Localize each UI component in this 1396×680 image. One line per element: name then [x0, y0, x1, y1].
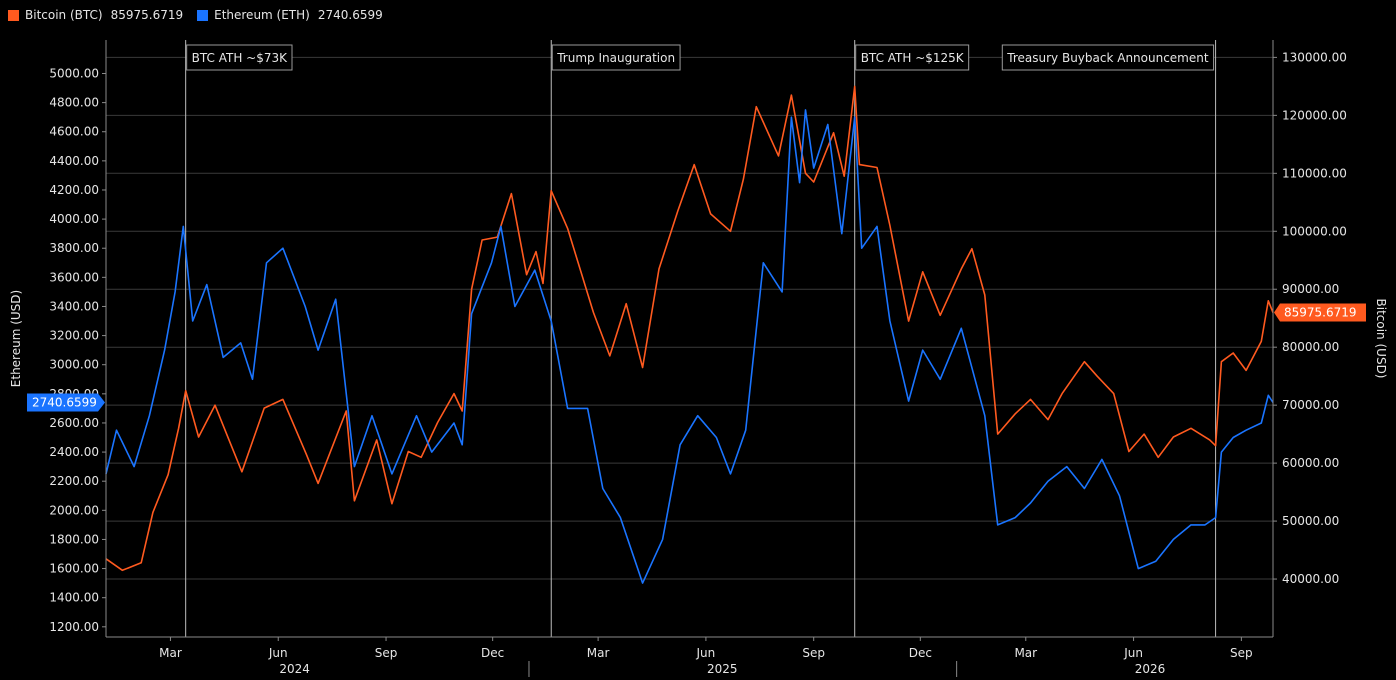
- axis-labels: 1200.00 1400.00 1600.00 1800.00 2000.00 2200.…: [9, 50, 1388, 676]
- left-tick-label: 1800.00: [49, 532, 99, 546]
- left-tick-label: 4000.00: [49, 212, 99, 226]
- legend-btc-value: 85975.6719: [110, 8, 184, 22]
- right-tick-label: 40000.00: [1282, 572, 1339, 586]
- eth-last-value-badge: 2740.6599: [27, 393, 105, 412]
- eth-swatch-icon: [197, 9, 209, 21]
- x-month-label: Sep: [1230, 646, 1253, 660]
- eth-badge-shape: [27, 393, 105, 412]
- event-label: Treasury Buyback Announcement: [1001, 44, 1215, 71]
- event-label-text: Treasury Buyback Announcement: [1006, 51, 1209, 65]
- left-tick-label: 1600.00: [49, 562, 99, 576]
- left-tick-label: 2000.00: [49, 503, 99, 517]
- left-tick-label: 4800.00: [49, 96, 99, 110]
- event-label-box: [855, 44, 970, 71]
- x-month-label: Dec: [481, 646, 504, 660]
- right-axis-title: Bitcoin (USD): [1374, 299, 1388, 379]
- x-year-label: 2025: [707, 662, 738, 676]
- x-year-label: 2024: [279, 662, 310, 676]
- event-label-box: [1001, 44, 1215, 71]
- btc-last-value-badge: 85975.6719: [1274, 303, 1366, 322]
- event-label-text: BTC ATH ~$73K: [192, 51, 288, 65]
- btc-swatch-icon: [8, 9, 19, 21]
- legend-eth-label: Ethereum (ETH): [214, 8, 310, 22]
- x-month-label: Dec: [909, 646, 932, 660]
- left-axis-title: Ethereum (USD): [9, 290, 23, 387]
- eth-line: [105, 109, 1274, 584]
- left-tick-label: 2400.00: [49, 445, 99, 459]
- btc-badge-shape: [1274, 303, 1366, 322]
- left-tick-label: 4400.00: [49, 154, 99, 168]
- event-label-text: Trump Inauguration: [556, 51, 675, 65]
- annotations: BTC ATH ~$73K Trump Inauguration BTC ATH ~…: [185, 40, 1217, 637]
- left-tick-label: 3200.00: [49, 329, 99, 343]
- left-tick-label: 4200.00: [49, 183, 99, 197]
- left-tick-label: 3600.00: [49, 270, 99, 284]
- right-tick-label: 130000.00: [1282, 50, 1347, 64]
- legend-item-eth[interactable]: Ethereum (ETH) 2740.6599: [197, 8, 383, 22]
- right-tick-label: 110000.00: [1282, 166, 1347, 180]
- x-month-label: Mar: [1014, 646, 1037, 660]
- eth-badge-text: 2740.6599: [32, 395, 97, 409]
- right-tick-label: 70000.00: [1282, 398, 1339, 412]
- left-tick-label: 1400.00: [49, 591, 99, 605]
- event-label-text: BTC ATH ~$125K: [861, 51, 965, 65]
- x-month-label: Sep: [802, 646, 825, 660]
- event-label-box: [186, 44, 293, 71]
- left-tick-label: 3400.00: [49, 299, 99, 313]
- btc-badge-text: 85975.6719: [1284, 306, 1357, 320]
- left-tick-label: 2600.00: [49, 416, 99, 430]
- left-tick-label: 3000.00: [49, 358, 99, 372]
- event-label-box: [551, 44, 681, 71]
- legend-btc-label: Bitcoin (BTC): [25, 8, 103, 22]
- right-tick-label: 50000.00: [1282, 514, 1339, 528]
- x-month-label: Mar: [587, 646, 610, 660]
- right-tick-label: 90000.00: [1282, 282, 1339, 296]
- legend-eth-value: 2740.6599: [317, 8, 383, 22]
- grid-lines: [106, 56, 1273, 580]
- left-tick-label: 3800.00: [49, 241, 99, 255]
- event-label: Trump Inauguration: [551, 44, 681, 71]
- x-month-label: Sep: [375, 646, 398, 660]
- btc-line: [105, 85, 1274, 572]
- x-month-label: Mar: [159, 646, 182, 660]
- axes: [102, 40, 1277, 677]
- left-tick-label: 5000.00: [49, 66, 99, 80]
- event-label: BTC ATH ~$73K: [186, 44, 293, 71]
- x-month-label: Jun: [268, 646, 288, 660]
- x-month-label: Jun: [1123, 646, 1143, 660]
- left-tick-label: 1200.00: [49, 620, 99, 634]
- x-month-label: Jun: [696, 646, 716, 660]
- event-label: BTC ATH ~$125K: [855, 44, 970, 71]
- left-tick-label: 2200.00: [49, 474, 99, 488]
- legend-item-btc[interactable]: Bitcoin (BTC) 85975.6719: [8, 8, 183, 22]
- right-tick-label: 60000.00: [1282, 456, 1339, 470]
- x-year-label: 2026: [1135, 662, 1166, 676]
- right-tick-label: 100000.00: [1282, 224, 1347, 238]
- right-tick-label: 120000.00: [1282, 108, 1347, 122]
- right-tick-label: 80000.00: [1282, 340, 1339, 354]
- series-lines: [105, 85, 1274, 584]
- left-tick-label: 4600.00: [49, 125, 99, 139]
- chart-legend: Bitcoin (BTC) 85975.6719 Ethereum (ETH) …: [8, 6, 397, 24]
